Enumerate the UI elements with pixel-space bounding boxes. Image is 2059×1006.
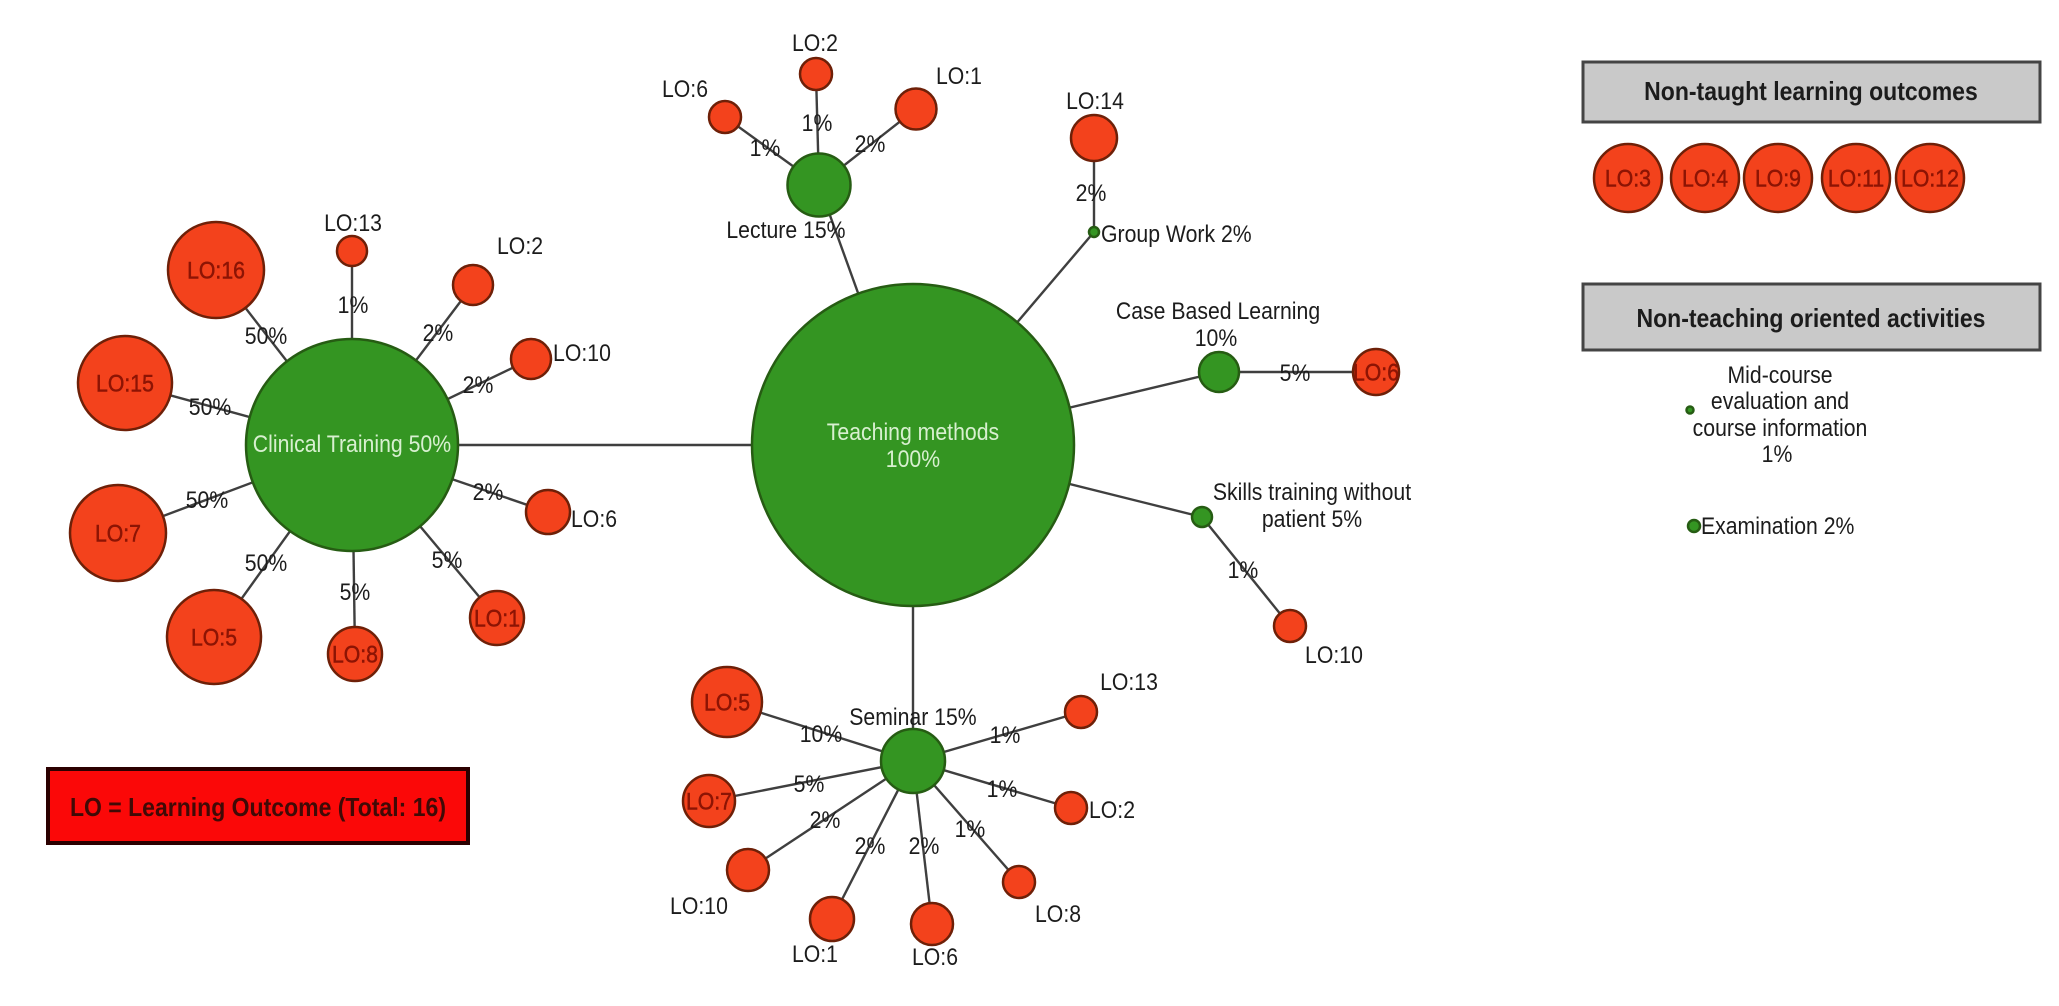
svg-text:LO:10: LO:10 [670, 892, 728, 920]
svg-text:LO:5: LO:5 [191, 623, 237, 651]
svg-text:LO:1: LO:1 [936, 62, 982, 90]
svg-text:50%: 50% [186, 486, 229, 514]
svg-text:Seminar 15%: Seminar 15% [849, 703, 976, 731]
svg-text:LO:6: LO:6 [1353, 358, 1399, 386]
svg-text:1%: 1% [955, 815, 986, 843]
svg-text:2%: 2% [423, 319, 454, 347]
svg-text:LO:2: LO:2 [1089, 796, 1135, 824]
svg-text:evaluation and: evaluation and [1711, 387, 1849, 415]
svg-text:Non-taught learning outcomes: Non-taught learning outcomes [1644, 78, 1978, 107]
svg-text:Group Work 2%: Group Work 2% [1101, 220, 1252, 248]
svg-text:1%: 1% [987, 775, 1018, 803]
svg-text:Lecture 15%: Lecture 15% [726, 216, 845, 244]
svg-text:5%: 5% [794, 770, 825, 798]
svg-text:LO:8: LO:8 [332, 640, 378, 668]
svg-text:LO:9: LO:9 [1755, 164, 1801, 192]
svg-text:LO:2: LO:2 [497, 232, 543, 260]
svg-text:LO = Learning Outcome (Total:: LO = Learning Outcome (Total: 16) [70, 794, 446, 823]
svg-text:5%: 5% [340, 578, 371, 606]
svg-text:50%: 50% [189, 393, 232, 421]
svg-text:LO:10: LO:10 [553, 339, 611, 367]
svg-text:2%: 2% [463, 371, 494, 399]
svg-text:LO:6: LO:6 [912, 943, 958, 971]
svg-text:LO:2: LO:2 [792, 29, 838, 57]
svg-text:2%: 2% [909, 832, 940, 860]
svg-text:5%: 5% [1280, 359, 1311, 387]
svg-text:2%: 2% [810, 806, 841, 834]
svg-text:5%: 5% [432, 546, 463, 574]
svg-text:LO:1: LO:1 [792, 940, 838, 968]
svg-text:Mid-course: Mid-course [1727, 361, 1832, 389]
svg-text:Case Based Learning: Case Based Learning [1116, 297, 1320, 325]
svg-text:Skills training without: Skills training without [1213, 478, 1412, 506]
svg-text:LO:14: LO:14 [1066, 87, 1124, 115]
svg-text:100%: 100% [886, 445, 940, 473]
svg-text:50%: 50% [245, 549, 288, 577]
svg-text:Non-teaching oriented activiti: Non-teaching oriented activities [1636, 305, 1985, 334]
svg-text:1%: 1% [1762, 440, 1793, 468]
svg-text:2%: 2% [1076, 179, 1107, 207]
svg-text:LO:8: LO:8 [1035, 900, 1081, 928]
svg-text:LO:15: LO:15 [96, 369, 154, 397]
svg-text:LO:13: LO:13 [1100, 668, 1158, 696]
svg-text:LO:1: LO:1 [474, 604, 520, 632]
svg-text:10%: 10% [800, 720, 843, 748]
svg-text:patient 5%: patient 5% [1262, 505, 1362, 533]
svg-text:LO:6: LO:6 [571, 505, 617, 533]
svg-text:2%: 2% [855, 130, 886, 158]
svg-text:1%: 1% [750, 134, 781, 162]
svg-text:LO:7: LO:7 [686, 787, 732, 815]
svg-text:Examination 2%: Examination 2% [1701, 512, 1854, 540]
svg-text:LO:10: LO:10 [1305, 641, 1363, 669]
svg-text:1%: 1% [990, 721, 1021, 749]
svg-text:Clinical Training 50%: Clinical Training 50% [253, 430, 451, 458]
svg-text:LO:6: LO:6 [662, 75, 708, 103]
svg-text:10%: 10% [1195, 324, 1238, 352]
svg-text:LO:12: LO:12 [1901, 164, 1959, 192]
svg-text:LO:7: LO:7 [95, 519, 141, 547]
svg-text:LO:5: LO:5 [704, 688, 750, 716]
svg-text:1%: 1% [1228, 556, 1259, 584]
svg-text:LO:16: LO:16 [187, 256, 245, 284]
svg-text:2%: 2% [473, 478, 504, 506]
svg-text:Teaching methods: Teaching methods [827, 418, 999, 446]
svg-text:LO:3: LO:3 [1605, 164, 1651, 192]
svg-text:1%: 1% [338, 291, 369, 319]
svg-text:50%: 50% [245, 322, 288, 350]
svg-text:1%: 1% [802, 109, 833, 137]
svg-text:course information: course information [1693, 414, 1868, 442]
svg-text:LO:11: LO:11 [1828, 164, 1884, 192]
svg-text:LO:4: LO:4 [1682, 164, 1728, 192]
svg-text:LO:13: LO:13 [324, 209, 382, 237]
svg-text:2%: 2% [855, 832, 886, 860]
